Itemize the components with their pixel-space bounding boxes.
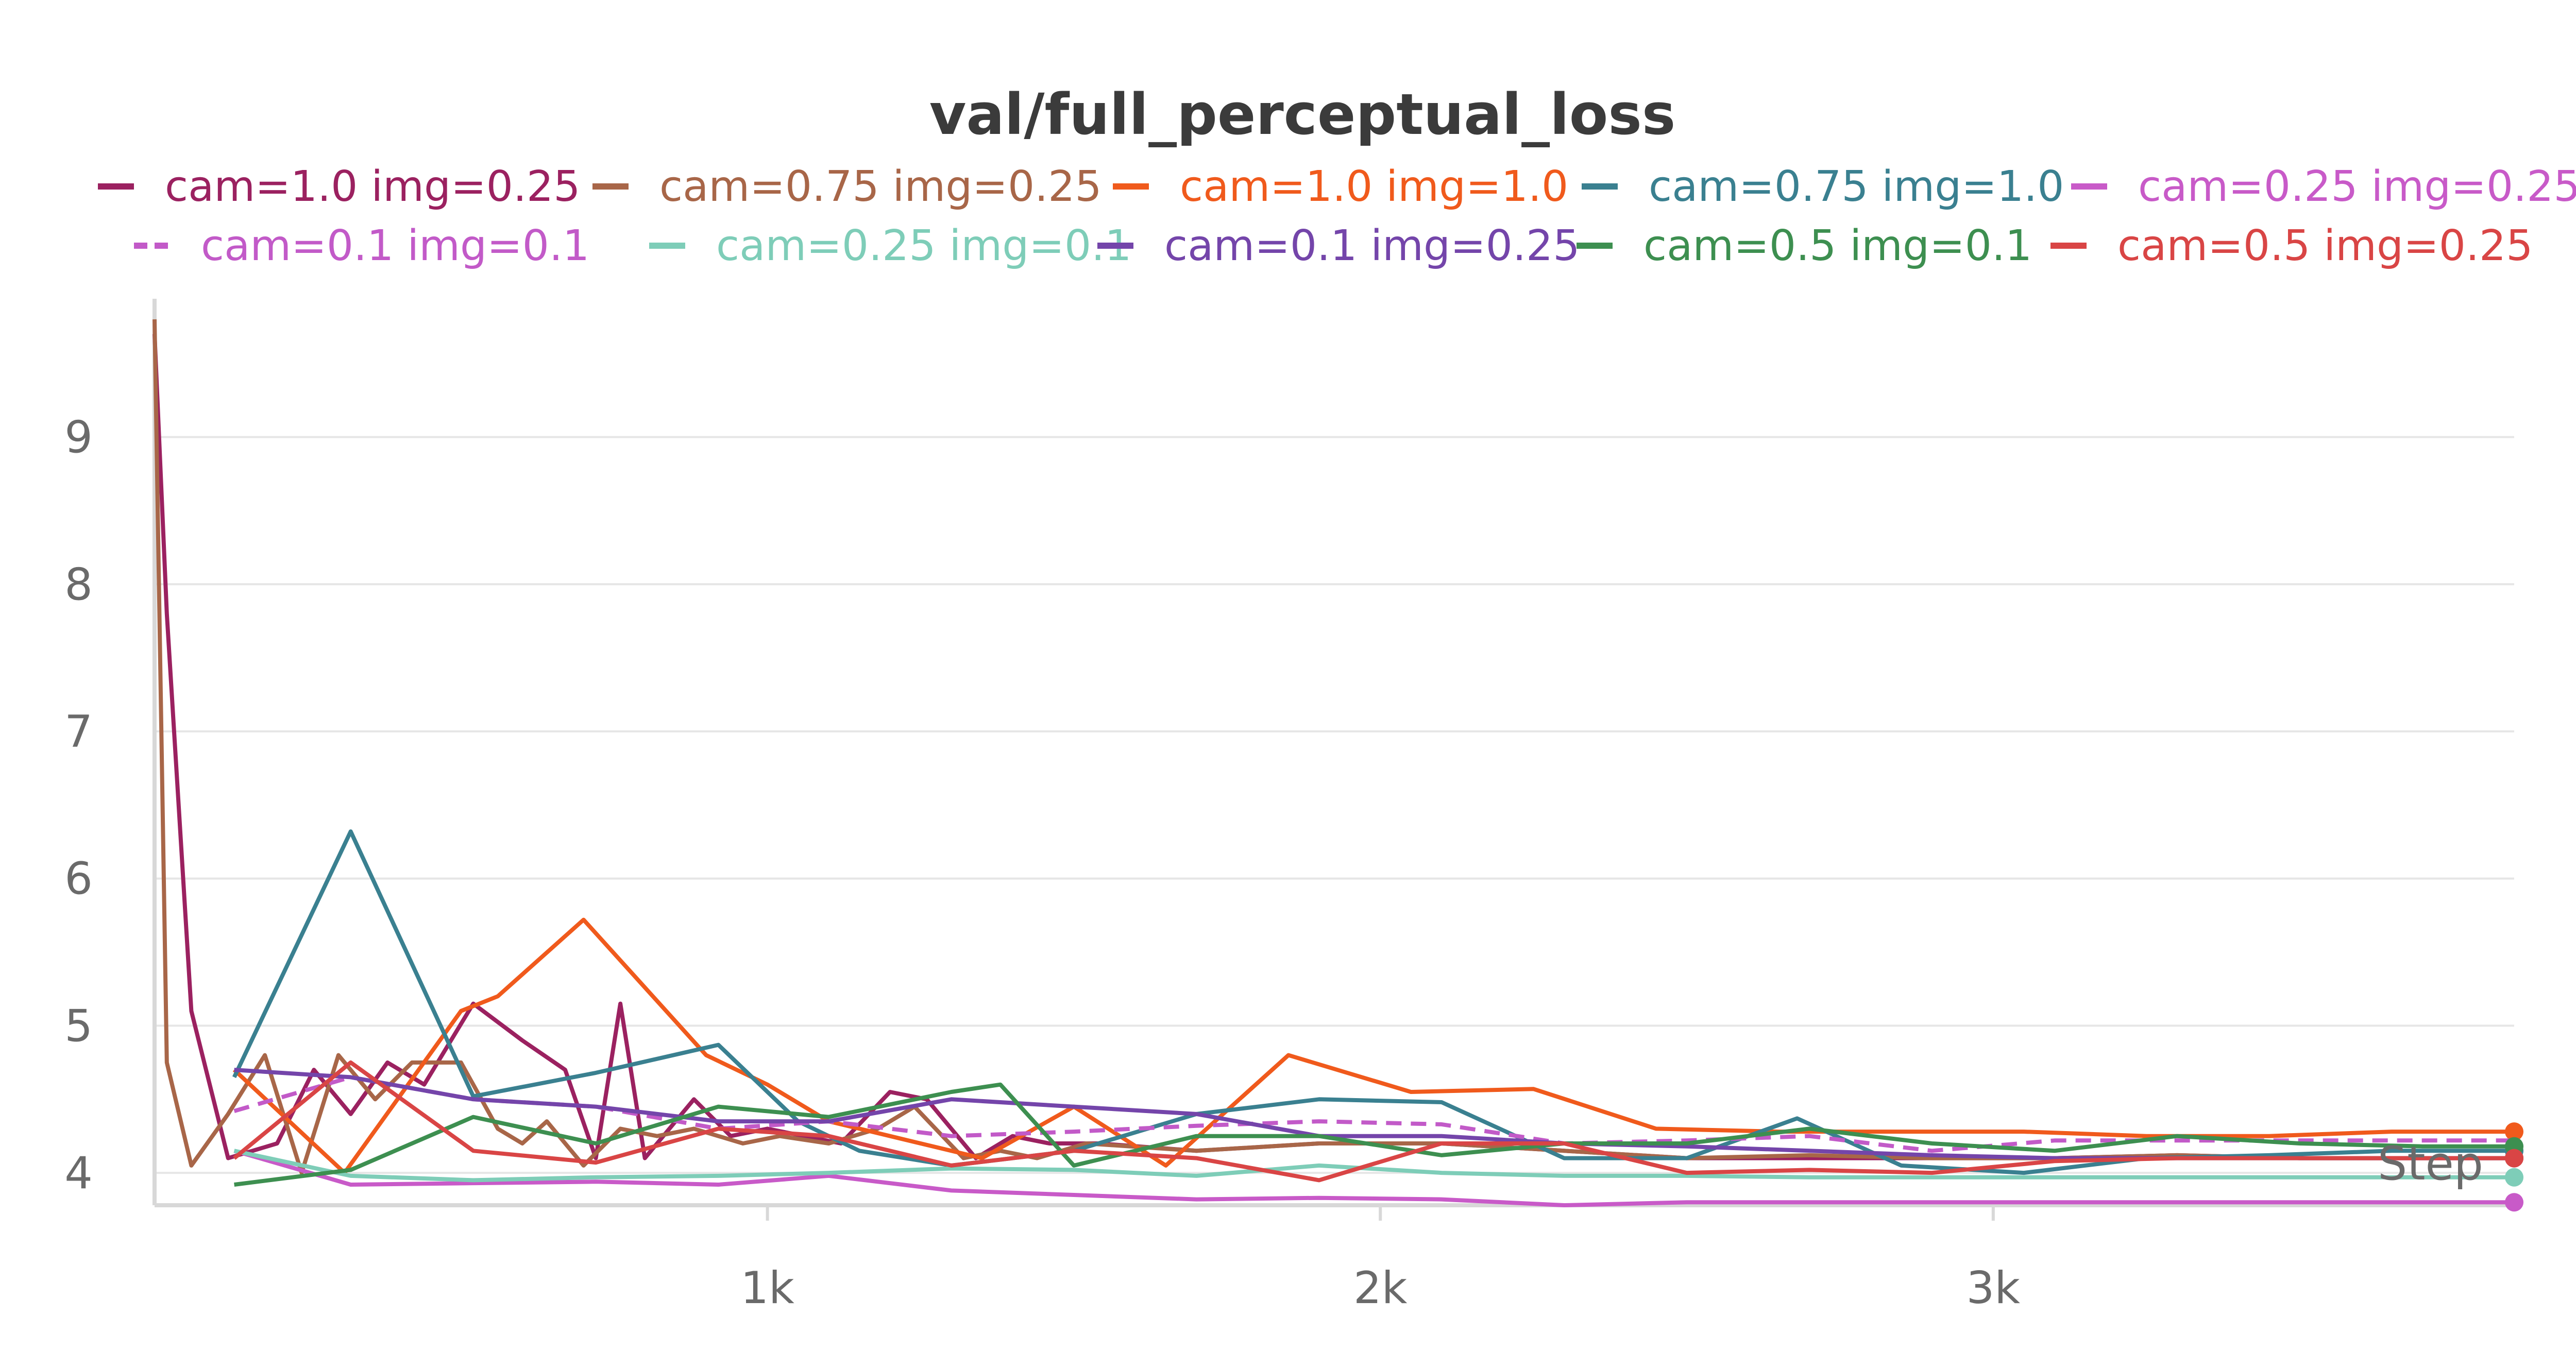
legend-label: cam=0.25 img=0.25 [2138, 162, 2576, 211]
y-tick-label: 8 [64, 559, 93, 610]
series-end-marker [2505, 1149, 2523, 1168]
series-end-marker [2505, 1168, 2523, 1187]
legend-label: cam=0.25 img=0.1 [716, 221, 1131, 270]
legend-label: cam=1.0 img=0.25 [165, 162, 580, 211]
legend-label: cam=0.1 img=0.25 [1164, 221, 1580, 270]
axes: 1k 2k 3k [152, 299, 2514, 1314]
legend-label: cam=0.1 img=0.1 [201, 221, 589, 270]
legend-item[interactable]: cam=0.1 img=0.25 [1097, 221, 1580, 270]
legend-item[interactable]: cam=1.0 img=0.25 [98, 162, 580, 211]
series-end-marker [2505, 1193, 2523, 1212]
legend-item[interactable]: cam=1.0 img=1.0 [1113, 162, 1568, 211]
legend-label: cam=1.0 img=1.0 [1180, 162, 1568, 211]
x-tick-label: 2k [1353, 1262, 1408, 1314]
legend: cam=1.0 img=0.25 cam=0.75 img=0.25 cam=1.0… [98, 162, 2576, 270]
legend-label: cam=0.5 img=0.1 [1643, 221, 2032, 270]
series-line [234, 1082, 2514, 1187]
legend-item[interactable]: cam=0.5 img=0.25 [2050, 221, 2533, 270]
x-tick-label: 1k [740, 1262, 794, 1314]
series-line [232, 917, 2514, 1175]
series-line [232, 829, 2514, 1175]
series-line [233, 1149, 2514, 1207]
legend-item[interactable]: cam=0.75 img=1.0 [1582, 162, 2064, 211]
legend-item[interactable]: cam=0.75 img=0.25 [592, 162, 1102, 211]
legend-label: cam=0.75 img=0.25 [659, 162, 1102, 211]
series-line [152, 319, 2514, 1175]
legend-item[interactable]: cam=0.25 img=0.1 [649, 221, 1131, 270]
legend-label: cam=0.5 img=0.25 [2117, 221, 2533, 270]
legend-item[interactable]: cam=0.5 img=0.1 [1577, 221, 2032, 270]
grid: 4 5 6 7 8 9 [64, 412, 2514, 1199]
x-axis-label: Step [2378, 1137, 2483, 1191]
series-group [152, 319, 2523, 1212]
chart-title: val/full_perceptual_loss [929, 81, 1676, 147]
series-line [152, 334, 2514, 1160]
series-line [233, 1060, 2514, 1183]
legend-item[interactable]: cam=0.1 img=0.1 [134, 221, 589, 270]
y-tick-label: 7 [64, 706, 93, 758]
legend-label: cam=0.75 img=1.0 [1649, 162, 2064, 211]
y-tick-label: 4 [64, 1148, 93, 1199]
legend-item[interactable]: cam=0.25 img=0.25 [2071, 162, 2576, 211]
y-tick-label: 5 [64, 1000, 93, 1052]
x-tick-label: 3k [1967, 1262, 2021, 1314]
series-end-marker [2505, 1122, 2523, 1141]
y-tick-label: 6 [64, 853, 93, 905]
y-tick-label: 9 [64, 412, 93, 464]
series-line [233, 1149, 2514, 1183]
